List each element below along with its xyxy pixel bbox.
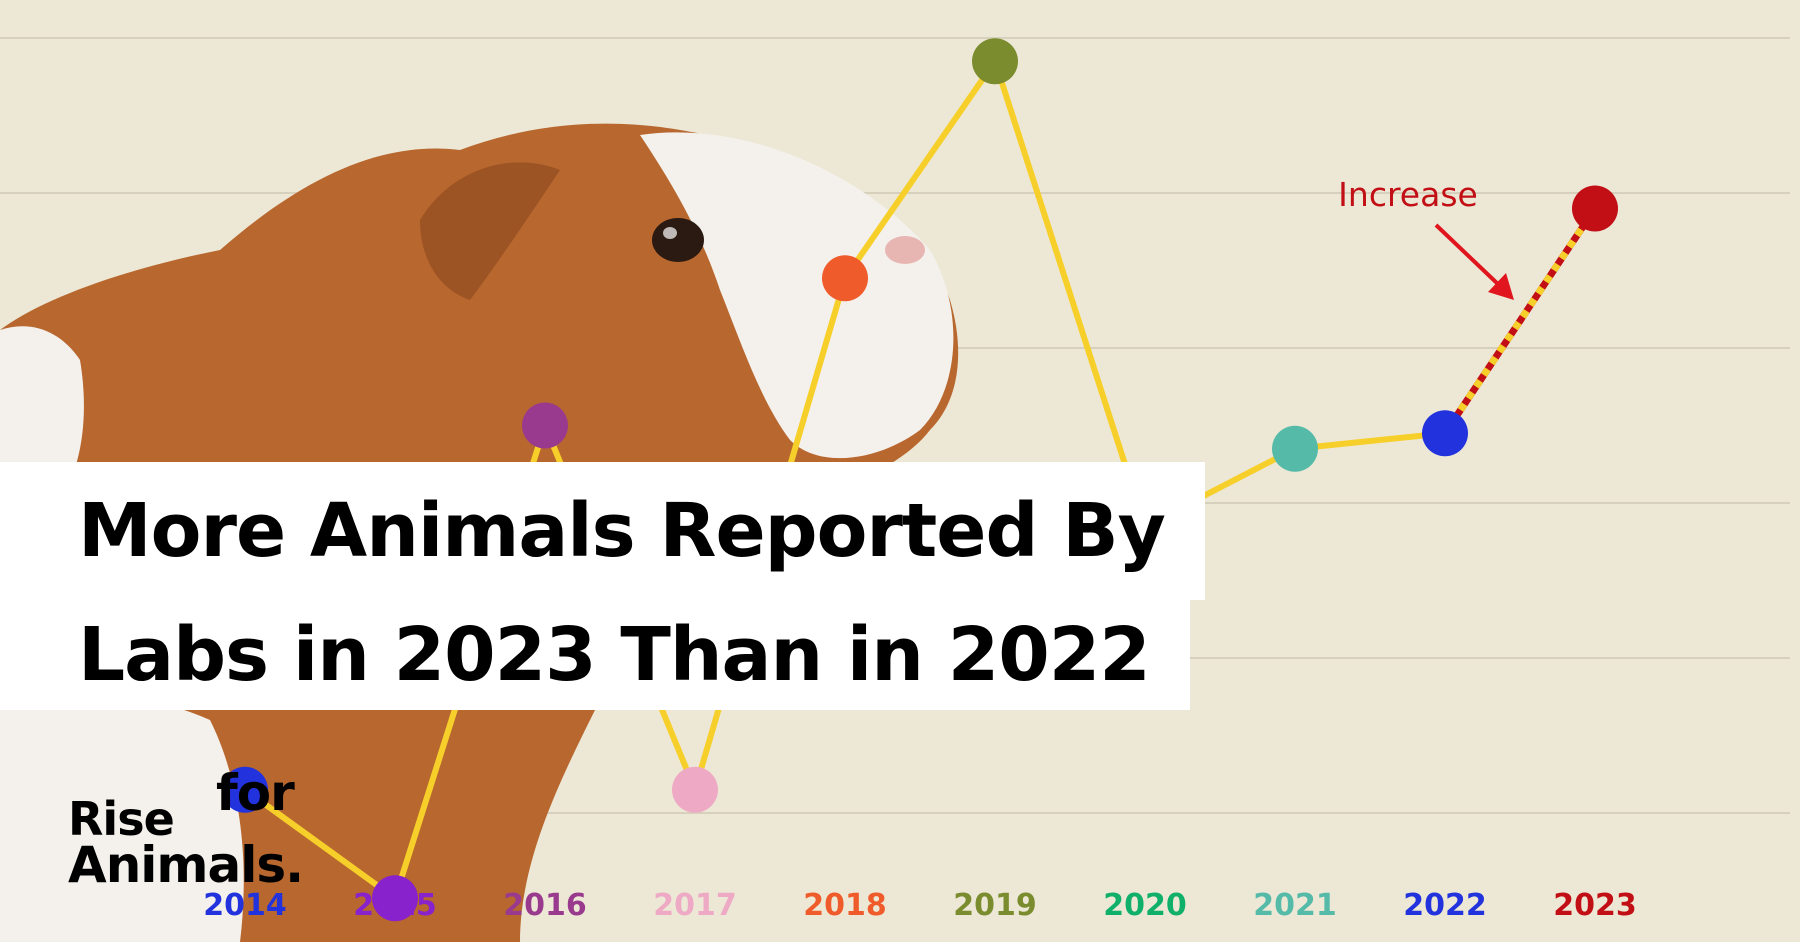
series-segment-dashed <box>1442 206 1598 436</box>
title-line-1-box: More Animals Reported By <box>0 462 1205 600</box>
x-tick-label-2016: 2016 <box>503 888 587 923</box>
x-tick-label-2023: 2023 <box>1553 888 1637 923</box>
chart-annotation: Increase <box>1338 175 1514 300</box>
x-tick-label-2019: 2019 <box>953 888 1037 923</box>
logo-for: for <box>216 764 295 822</box>
logo-rise: Rise <box>68 792 175 846</box>
x-tick-label-2021: 2021 <box>1253 888 1337 923</box>
x-tick-label-2014: 2014 <box>203 888 287 923</box>
data-point-2023 <box>1572 185 1618 232</box>
guinea-pig-white-back <box>0 326 84 500</box>
logo-animals: Animals. <box>68 836 304 894</box>
series-segment-2021-2022 <box>1294 430 1446 452</box>
x-tick-label-2022: 2022 <box>1403 888 1487 923</box>
data-point-2018 <box>822 255 868 302</box>
guinea-pig-white-face <box>640 132 954 459</box>
data-point-2021 <box>1272 425 1318 472</box>
data-point-2014 <box>222 766 268 813</box>
annotation-label: Increase <box>1338 175 1478 214</box>
series-segment-2014-2015 <box>243 787 397 901</box>
title-line-2-box: Labs in 2023 Than in 2022 <box>0 600 1190 710</box>
guinea-pig-ear <box>420 162 560 300</box>
guinea-pig-white-belly <box>0 689 244 942</box>
x-tick-label-2015: 2015 <box>353 888 437 923</box>
series-segment-2019-2020 <box>992 60 1148 528</box>
page-title-line-1: More Animals Reported By <box>78 488 1166 574</box>
page-title-line-2: Labs in 2023 Than in 2022 <box>78 612 1151 698</box>
data-point-2015 <box>372 875 418 922</box>
series-segment-2018-2019 <box>842 59 998 280</box>
x-tick-label-2020: 2020 <box>1103 888 1187 923</box>
annotation-arrow-shaft <box>1434 223 1502 288</box>
data-point-2016 <box>522 402 568 449</box>
chart-x-tick-labels: 2014 2015 2016 2017 2018 2019 2020 2021 2022 2023 <box>203 888 1637 923</box>
x-tick-label-2018: 2018 <box>803 888 887 923</box>
annotation-arrow-head <box>1488 273 1514 300</box>
x-tick-label-2017: 2017 <box>653 888 737 923</box>
guinea-pig-eye-highlight <box>663 227 677 239</box>
guinea-pig-eye <box>652 218 704 262</box>
guinea-pig-nose <box>885 236 925 264</box>
data-point-2017 <box>672 766 718 813</box>
data-point-2022 <box>1422 410 1468 457</box>
data-point-2019 <box>972 38 1018 85</box>
